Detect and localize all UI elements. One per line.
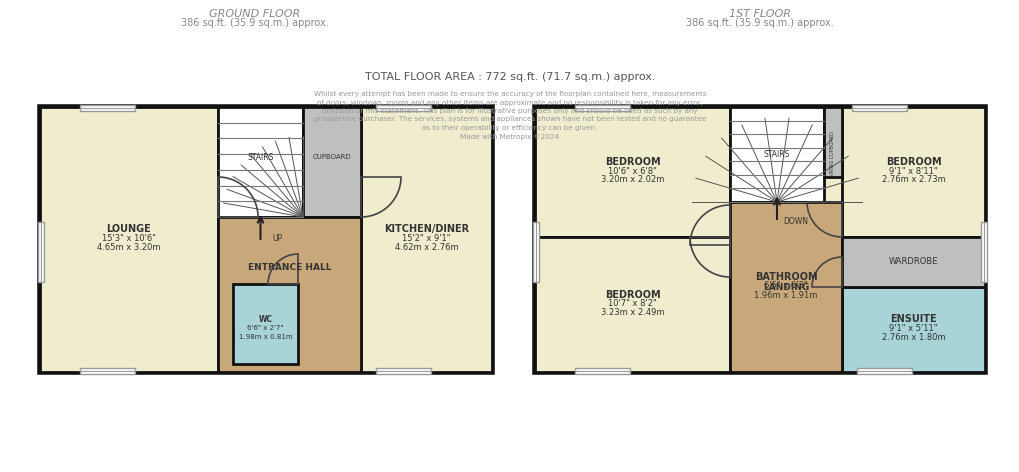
Bar [79, 368, 135, 374]
Text: 6'6" x 2'7": 6'6" x 2'7" [247, 325, 283, 331]
Bar [361, 107, 491, 372]
Text: TOTAL FLOOR AREA : 772 sq.ft. (71.7 sq.m.) approx.: TOTAL FLOOR AREA : 772 sq.ft. (71.7 sq.m… [365, 72, 654, 82]
Text: 15'3" x 10'6": 15'3" x 10'6" [102, 234, 156, 243]
Bar [851, 105, 906, 111]
Bar [218, 107, 303, 217]
Text: Whilst every attempt has been made to ensure the accuracy of the floorplan conta: Whilst every attempt has been made to en… [314, 91, 705, 97]
Text: 6'5" x 6'3": 6'5" x 6'3" [763, 281, 807, 290]
Bar [535, 107, 730, 237]
Text: BEDROOM: BEDROOM [604, 157, 659, 167]
Bar [575, 105, 630, 111]
Bar [376, 105, 431, 111]
Bar [40, 107, 491, 372]
Text: 9'1" x 8'11": 9'1" x 8'11" [889, 167, 936, 176]
Bar [823, 107, 841, 177]
Text: prospective purchaser. The services, systems and appliances shown have not been : prospective purchaser. The services, sys… [314, 117, 705, 123]
Bar [841, 107, 984, 237]
Text: AIRING CUPBOARD: AIRING CUPBOARD [829, 132, 835, 177]
Text: WC: WC [258, 314, 272, 323]
Text: BATHROOM: BATHROOM [754, 272, 816, 282]
Text: of doors, windows, rooms and any other items are approximate and no responsibili: of doors, windows, rooms and any other i… [317, 100, 702, 106]
Text: 1.96m x 1.91m: 1.96m x 1.91m [754, 290, 817, 300]
Text: Made with Metropix ©2024: Made with Metropix ©2024 [460, 133, 559, 140]
Bar [218, 217, 361, 372]
Text: DOWN: DOWN [783, 217, 808, 226]
Bar [841, 287, 984, 372]
Text: 2.76m x 2.73m: 2.76m x 2.73m [880, 176, 945, 185]
Text: 3.20m x 2.02m: 3.20m x 2.02m [600, 176, 663, 185]
Bar [40, 107, 218, 372]
Text: WARDROBE: WARDROBE [888, 258, 937, 267]
Text: 4.62m x 2.76m: 4.62m x 2.76m [394, 243, 458, 252]
Text: STAIRS: STAIRS [763, 150, 790, 159]
Bar [730, 202, 841, 372]
Bar [533, 222, 538, 282]
Bar [79, 105, 135, 111]
Bar [730, 107, 823, 202]
Bar [856, 368, 911, 374]
Text: 386 sq.ft. (35.9 sq.m.) approx.: 386 sq.ft. (35.9 sq.m.) approx. [686, 18, 834, 28]
Bar [303, 107, 361, 217]
Text: 9'1" x 5'11": 9'1" x 5'11" [889, 324, 936, 333]
Text: STAIRS: STAIRS [247, 152, 273, 161]
Text: 10'6" x 6'8": 10'6" x 6'8" [607, 167, 656, 176]
Text: 10'7" x 8'2": 10'7" x 8'2" [607, 299, 656, 308]
Bar [535, 237, 730, 372]
Text: 3.23m x 2.49m: 3.23m x 2.49m [600, 308, 663, 317]
Text: CUPBOARD: CUPBOARD [313, 154, 351, 160]
Text: 386 sq.ft. (35.9 sq.m.) approx.: 386 sq.ft. (35.9 sq.m.) approx. [181, 18, 328, 28]
Text: 2.76m x 1.80m: 2.76m x 1.80m [880, 333, 945, 342]
Bar [841, 237, 984, 287]
Text: BEDROOM: BEDROOM [604, 289, 659, 300]
Bar [232, 284, 298, 364]
Text: LANDING: LANDING [762, 283, 808, 292]
Text: 1.98m x 0.81m: 1.98m x 0.81m [238, 334, 292, 340]
Text: GROUND FLOOR: GROUND FLOOR [209, 9, 301, 19]
Text: UP: UP [272, 235, 282, 244]
Bar [535, 107, 984, 372]
Bar [730, 202, 841, 372]
Text: ENSUITE: ENSUITE [890, 314, 935, 325]
Text: 15'2" x 9'1": 15'2" x 9'1" [401, 234, 450, 243]
Text: omission or mis-statement. This plan is for illustrative purposes only and shoul: omission or mis-statement. This plan is … [322, 108, 697, 114]
Text: KITCHEN/DINER: KITCHEN/DINER [383, 225, 469, 235]
Text: 4.65m x 3.20m: 4.65m x 3.20m [97, 243, 161, 252]
Bar [575, 368, 630, 374]
Bar [38, 222, 44, 282]
Text: BEDROOM: BEDROOM [884, 157, 941, 167]
Bar [376, 368, 431, 374]
Text: LOUNGE: LOUNGE [107, 225, 151, 235]
Text: as to their operability or efficiency can be given.: as to their operability or efficiency ca… [422, 125, 597, 131]
Text: ENTRANCE HALL: ENTRANCE HALL [248, 262, 331, 271]
Bar [980, 222, 986, 282]
Text: 1ST FLOOR: 1ST FLOOR [729, 9, 790, 19]
